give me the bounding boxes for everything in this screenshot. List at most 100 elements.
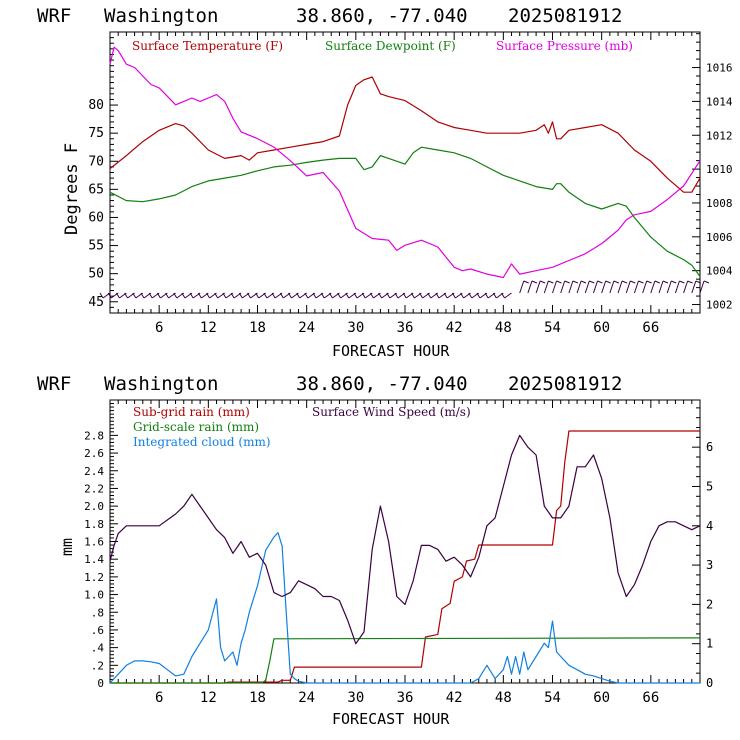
y-tick-label: 70 — [88, 154, 104, 169]
wind-barb — [609, 280, 615, 294]
wind-barb-flag — [181, 292, 186, 299]
wind-barb — [658, 280, 664, 294]
wind-barb-flag — [378, 292, 383, 299]
wind-barb-flag — [230, 292, 235, 299]
coords-label: 38.860, -77.040 — [296, 373, 468, 395]
wind-barb — [633, 280, 639, 294]
wind-barb — [601, 280, 607, 294]
wind-barb-flag — [206, 292, 210, 299]
legend-pressure: Surface Pressure (mb) — [496, 39, 633, 53]
wind-barb-flag — [263, 292, 268, 299]
wind-barb-flag — [523, 280, 529, 284]
wind-barb — [592, 280, 598, 294]
wind-barb-flag — [369, 292, 374, 299]
y-tick-label: 2.8 — [84, 429, 104, 442]
wind-barb-flag — [501, 292, 505, 299]
wind-barb-flag — [427, 292, 432, 299]
wind-barb-flag — [621, 280, 628, 284]
wind-barb — [617, 280, 623, 294]
wind-barb-flag — [492, 292, 497, 299]
x-tick-label: 12 — [200, 320, 217, 336]
y2-tick-label: 1006 — [706, 231, 733, 244]
wind-barb-flag — [548, 280, 554, 284]
wind-barb — [691, 280, 697, 294]
x-tick-label: 54 — [544, 320, 561, 336]
wind-barb-flag — [451, 292, 456, 299]
y-tick-label: 2.2 — [84, 482, 104, 495]
x-axis-label: FORECAST HOUR — [332, 342, 450, 360]
y-axis-label: Degrees F — [62, 143, 82, 235]
location-label: Washington — [104, 5, 218, 27]
y-axis-label: mm — [58, 538, 76, 556]
wind-barb-flag — [435, 292, 440, 299]
legend-gridscale-rain: Grid-scale rain (mm) — [133, 420, 259, 434]
wind-barb-flag — [189, 292, 194, 299]
wind-barb-flag — [476, 292, 481, 299]
wind-barb-flag — [156, 292, 161, 299]
x-tick-label: 54 — [544, 690, 561, 706]
coords-label: 38.860, -77.040 — [296, 5, 468, 27]
plot-frame — [109, 31, 701, 314]
wind-barb-flag — [329, 292, 333, 299]
wind-barb-flag — [304, 292, 309, 299]
wind-barb — [535, 280, 541, 294]
wind-barb — [683, 280, 689, 294]
x-tick-label: 18 — [249, 690, 266, 706]
wind-barb-flag — [386, 292, 391, 299]
wind-barb-flag — [419, 292, 424, 299]
legend-integrated-cloud: Integrated cloud (mm) — [133, 435, 271, 449]
wind-barb-flag — [613, 280, 620, 284]
legend-temperature: Surface Temperature (F) — [132, 39, 283, 53]
x-tick-label: 42 — [446, 690, 463, 706]
y-tick-label: 1.2 — [84, 571, 104, 584]
x-tick-label: 6 — [155, 690, 163, 706]
y2-tick-label: 6 — [706, 440, 713, 454]
x-tick-label: 48 — [495, 690, 512, 706]
y-tick-label: .2 — [91, 659, 104, 672]
y-tick-label: .6 — [91, 624, 104, 637]
x-axis-label: FORECAST HOUR — [332, 710, 450, 728]
datetime-label: 2025081912 — [508, 373, 622, 395]
x-tick-label: 24 — [298, 690, 315, 706]
x-tick-label: 66 — [642, 690, 659, 706]
surface-dewpoint-line — [109, 146, 701, 277]
legend-subgrid-rain: Sub-grid rain (mm) — [133, 405, 250, 419]
surface-pressure-line — [109, 46, 701, 279]
wind-barb-flag — [589, 280, 595, 284]
y2-tick-label: 5 — [706, 479, 713, 493]
y-tick-label: 2.6 — [84, 447, 104, 460]
y-tick-label: 1.4 — [84, 553, 104, 566]
y2-tick-label: 1014 — [706, 95, 733, 108]
wind-barb — [519, 280, 525, 294]
model-label: WRF — [37, 5, 71, 27]
x-tick-label: 12 — [200, 690, 217, 706]
y-tick-label: 2.4 — [84, 465, 104, 478]
wind-barb-flag — [556, 280, 562, 284]
wind-barb-flag — [410, 292, 415, 299]
wind-barb — [666, 280, 672, 294]
wind-barb-flag — [695, 280, 701, 284]
y-tick-label: 60 — [88, 210, 104, 225]
wind-barb — [568, 280, 574, 294]
wind-barb-flag — [238, 292, 243, 299]
y2-tick-label: 1010 — [706, 163, 733, 176]
wind-barb — [699, 280, 705, 294]
y2-tick-label: 1012 — [706, 129, 733, 142]
wind-barb-flag — [345, 292, 350, 299]
wind-barb-flag — [214, 292, 219, 299]
wind-barb-flag — [279, 292, 284, 299]
wind-barb-flag — [140, 292, 145, 299]
wind-barb-flag — [443, 292, 448, 299]
y-tick-label: 2.0 — [84, 500, 104, 513]
tick-labels: 6 12 18 24 30 36 42 48 54 60 66 45 50 55 60 65 70 75 80 100… — [88, 62, 733, 336]
y2-tick-label: 1004 — [706, 265, 733, 278]
wind-barb-flag — [271, 292, 276, 299]
wind-barb-flag — [531, 280, 538, 284]
axis-ticks — [110, 31, 700, 314]
wind-barb — [576, 280, 582, 294]
wind-barb-flag — [662, 280, 669, 284]
y-tick-label: 50 — [88, 267, 104, 282]
wind-barb — [674, 280, 680, 294]
wind-barb-flag — [564, 280, 570, 284]
